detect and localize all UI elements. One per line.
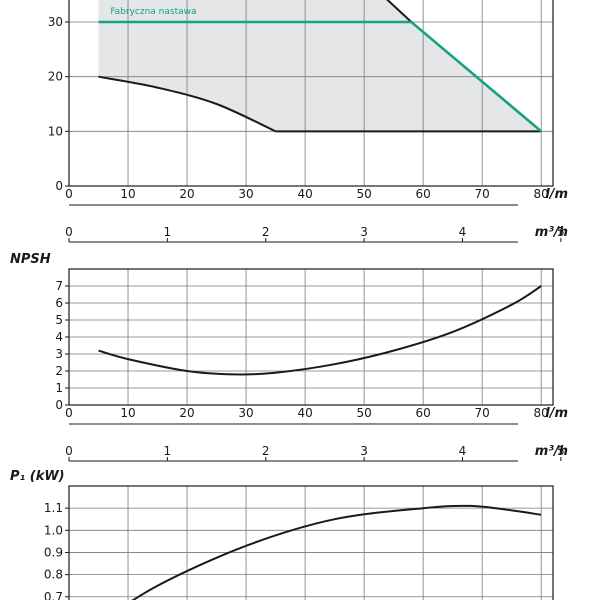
y-tick-label: 4 <box>55 330 63 344</box>
y-axis-label: NPSH <box>10 252 51 267</box>
x-tick-label: 70 <box>475 187 490 201</box>
x2-tick-label: 2 <box>262 444 270 458</box>
npsh-curve <box>98 285 542 376</box>
y-tick-label: 0.9 <box>44 545 63 559</box>
x-tick-label: 20 <box>179 406 194 420</box>
plot-frame <box>68 485 554 605</box>
x2-tick-label: 3 <box>360 225 368 239</box>
x-axis-unit: l/m <box>545 406 568 421</box>
y-tick-label: 7 <box>55 279 63 293</box>
x-tick-label: 10 <box>120 187 135 201</box>
power-curve <box>131 504 542 600</box>
x-tick-label: 60 <box>416 187 431 201</box>
y-tick-label: 0.7 <box>44 590 63 600</box>
plot-area: Fabryczna nastawa <box>69 0 553 186</box>
x-tick-label: 80 <box>534 406 549 420</box>
min-curve <box>98 75 277 133</box>
y-tick-label: 1.1 <box>44 501 63 515</box>
x-tick-label: 50 <box>356 187 371 201</box>
y-tick-label: 0 <box>55 179 63 193</box>
x2-tick-label: 4 <box>459 444 467 458</box>
x-tick-label: 50 <box>356 406 371 420</box>
x-tick-label: 0 <box>65 406 73 420</box>
x-tick-label: 10 <box>120 406 135 420</box>
operating-region <box>98 0 542 132</box>
x2-tick-label: 0 <box>65 444 73 458</box>
y-tick-label: 3 <box>55 347 63 361</box>
x2-tick-label: 3 <box>360 444 368 458</box>
x-tick-label: 40 <box>297 187 312 201</box>
plot-area <box>69 269 553 405</box>
x2-axis-unit: m³/h <box>535 225 568 240</box>
factory-setting-line <box>98 20 543 133</box>
x2-tick-label: 0 <box>65 225 73 239</box>
y-tick-label: 5 <box>55 313 63 327</box>
plot-area <box>69 486 553 600</box>
x-tick-label: 30 <box>238 406 253 420</box>
x-tick-label: 70 <box>475 406 490 420</box>
y-tick-label: 10 <box>48 124 63 138</box>
x-tick-label: 80 <box>534 187 549 201</box>
y-tick-label: 0 <box>55 398 63 412</box>
x2-tick-label: 5 <box>557 444 565 458</box>
x-tick-label: 0 <box>65 187 73 201</box>
y-tick-label: 2 <box>55 364 63 378</box>
x-tick-label: 40 <box>297 406 312 420</box>
y-tick-label: 1.0 <box>44 523 63 537</box>
x2-tick-label: 2 <box>262 225 270 239</box>
y-tick-label: 20 <box>48 70 63 84</box>
plot-frame <box>68 0 554 187</box>
x2-tick-label: 4 <box>459 225 467 239</box>
y-axis-label: P₁ (kW) <box>10 469 65 484</box>
y-tick-label: 0.8 <box>44 568 63 582</box>
x2-tick-label: 1 <box>164 444 172 458</box>
factory-setting-label: Fabryczna nastawa <box>110 7 196 17</box>
x2-axis-unit: m³/h <box>535 444 568 459</box>
x-tick-label: 60 <box>416 406 431 420</box>
y-tick-label: 1 <box>55 381 63 395</box>
chart-panel-3: 0.7 0.8 0.9 1.0 1.1 P₁ (kW) <box>10 469 554 605</box>
y-tick-label: 6 <box>55 296 63 310</box>
x2-tick-label: 1 <box>164 225 172 239</box>
x-tick-label: 30 <box>238 187 253 201</box>
x-axis-unit: l/m <box>545 187 568 202</box>
y-tick-label: 30 <box>48 15 63 29</box>
x-tick-label: 20 <box>179 187 194 201</box>
x2-tick-label: 5 <box>557 225 565 239</box>
